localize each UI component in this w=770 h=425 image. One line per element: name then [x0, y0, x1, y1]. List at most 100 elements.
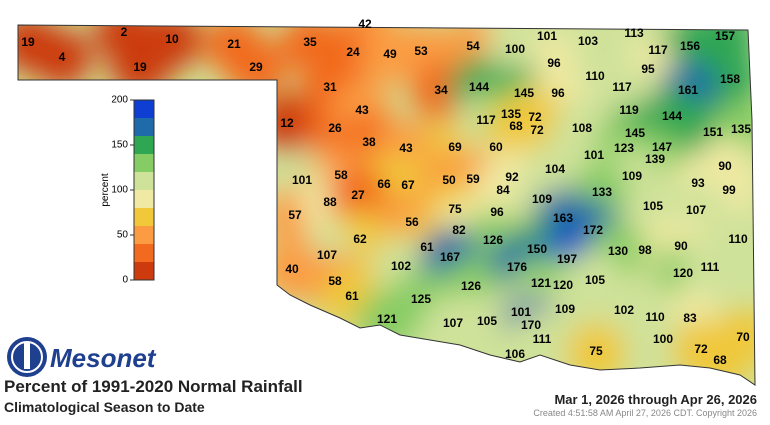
station-value: 95	[641, 62, 655, 76]
station-value: 72	[530, 123, 544, 137]
station-value: 21	[227, 37, 241, 51]
legend-tick-label: 0	[122, 275, 128, 286]
station-value: 120	[673, 266, 693, 280]
station-value: 139	[645, 152, 665, 166]
station-value: 107	[686, 203, 706, 217]
station-value: 105	[585, 273, 605, 287]
station-value: 82	[452, 223, 466, 237]
station-value: 161	[678, 83, 698, 97]
station-value: 176	[507, 260, 527, 274]
station-value: 145	[514, 86, 534, 100]
legend-label: percent	[100, 173, 111, 207]
station-value: 72	[528, 110, 542, 124]
station-value: 111	[533, 332, 552, 346]
station-value: 117	[648, 43, 668, 57]
station-value: 111	[701, 260, 720, 274]
station-value: 19	[21, 35, 35, 49]
station-value: 145	[625, 126, 645, 140]
station-value: 43	[355, 103, 369, 117]
station-value: 54	[466, 39, 480, 53]
station-value: 38	[362, 135, 376, 149]
station-value: 109	[622, 169, 642, 183]
station-value: 75	[448, 202, 462, 216]
station-value: 125	[411, 292, 431, 306]
station-value: 88	[323, 195, 337, 209]
station-value: 130	[608, 244, 628, 258]
station-shade	[328, 166, 388, 226]
station-value: 133	[592, 185, 612, 199]
station-value: 29	[249, 60, 263, 74]
station-value: 101	[511, 305, 531, 319]
station-value: 43	[399, 141, 413, 155]
station-value: 135	[501, 107, 521, 121]
logo: Mesonet	[7, 337, 157, 377]
station-value: 35	[303, 35, 317, 49]
station-value: 75	[589, 344, 603, 358]
station-value: 58	[328, 274, 342, 288]
station-value: 49	[383, 47, 397, 61]
legend-swatch	[134, 100, 154, 118]
station-value: 67	[401, 178, 415, 192]
station-value: 57	[288, 208, 302, 222]
station-value: 117	[612, 80, 632, 94]
station-value: 96	[547, 56, 561, 70]
station-value: 92	[505, 170, 519, 184]
station-shade	[680, 238, 740, 298]
station-value: 101	[537, 29, 557, 43]
station-value: 72	[694, 342, 708, 356]
station-value: 58	[334, 168, 348, 182]
station-value: 107	[443, 316, 463, 330]
station-value: 197	[557, 252, 577, 266]
title: Percent of 1991-2020 Normal Rainfall	[4, 377, 303, 396]
station-value: 126	[461, 279, 481, 293]
station-value: 4	[59, 50, 66, 64]
station-value: 96	[551, 86, 565, 100]
station-value: 103	[578, 34, 598, 48]
station-value: 98	[638, 243, 652, 257]
station-value: 105	[643, 199, 663, 213]
station-value: 167	[440, 250, 460, 264]
station-value: 110	[645, 310, 665, 324]
station-value: 144	[469, 80, 489, 94]
station-value: 135	[731, 122, 751, 136]
station-value: 31	[323, 80, 337, 94]
station-value: 105	[477, 314, 497, 328]
station-value: 104	[545, 162, 565, 176]
legend-swatch	[134, 226, 154, 244]
station-value: 61	[420, 240, 434, 254]
station-value: 102	[614, 303, 634, 317]
station-value: 110	[585, 69, 605, 83]
station-value: 126	[483, 233, 503, 247]
station-value: 147	[652, 140, 672, 154]
legend-swatch	[134, 208, 154, 226]
station-value: 119	[619, 103, 639, 117]
station-value: 158	[720, 72, 740, 86]
station-value: 90	[674, 239, 688, 253]
station-value: 172	[583, 223, 603, 237]
legend-tick-label: 200	[111, 95, 128, 106]
station-value: 100	[505, 42, 525, 56]
station-value: 69	[448, 140, 462, 154]
station-value: 110	[728, 232, 748, 246]
logo-tower	[24, 343, 30, 369]
legend-swatch	[134, 118, 154, 136]
station-value: 144	[662, 109, 682, 123]
station-value: 61	[345, 289, 359, 303]
station-value: 121	[377, 312, 397, 326]
date-range: Mar 1, 2026 through Apr 26, 2026	[554, 392, 757, 407]
station-value: 70	[736, 330, 750, 344]
legend-swatch	[134, 172, 154, 190]
station-value: 121	[531, 276, 551, 290]
station-value: 96	[490, 205, 504, 219]
station-value: 62	[353, 232, 367, 246]
legend: 0 50 100 150 200 percent	[100, 95, 155, 286]
station-value: 10	[165, 32, 179, 46]
legend-swatch	[134, 136, 154, 154]
station-value: 59	[466, 172, 480, 186]
station-value: 109	[555, 302, 575, 316]
station-value: 123	[614, 141, 634, 155]
legend-tick-label: 50	[117, 230, 129, 241]
station-value: 34	[434, 83, 448, 97]
